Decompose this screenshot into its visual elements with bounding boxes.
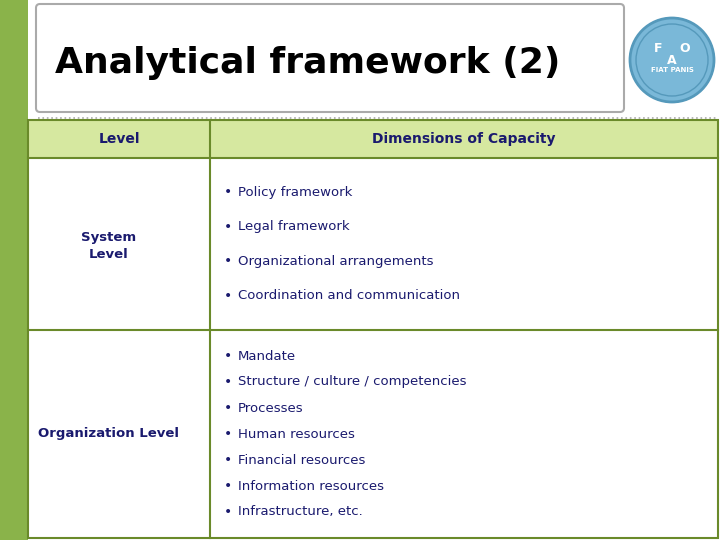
Text: F    O: F O xyxy=(654,42,690,55)
Text: •: • xyxy=(224,254,232,268)
Text: •: • xyxy=(224,185,232,199)
Text: Structure / culture / competencies: Structure / culture / competencies xyxy=(238,375,467,388)
Text: •: • xyxy=(224,505,232,519)
Text: Infrastructure, etc.: Infrastructure, etc. xyxy=(238,505,363,518)
Text: Coordination and communication: Coordination and communication xyxy=(238,289,460,302)
Text: Level: Level xyxy=(89,247,129,260)
Circle shape xyxy=(630,18,714,102)
Text: Dimensions of Capacity: Dimensions of Capacity xyxy=(372,132,556,146)
Text: FIAT PANIS: FIAT PANIS xyxy=(651,67,693,73)
Text: Information resources: Information resources xyxy=(238,480,384,492)
Text: •: • xyxy=(224,375,232,389)
Text: Policy framework: Policy framework xyxy=(238,186,352,199)
Text: Legal framework: Legal framework xyxy=(238,220,350,233)
Text: •: • xyxy=(224,220,232,234)
Text: •: • xyxy=(224,349,232,363)
Text: System: System xyxy=(81,232,137,245)
Text: •: • xyxy=(224,288,232,302)
Bar xyxy=(28,120,718,538)
Text: Processes: Processes xyxy=(238,402,304,415)
Text: Financial resources: Financial resources xyxy=(238,454,365,467)
Text: Human resources: Human resources xyxy=(238,428,355,441)
Text: •: • xyxy=(224,453,232,467)
Bar xyxy=(0,0,28,540)
Bar xyxy=(28,120,718,158)
Text: •: • xyxy=(224,427,232,441)
Text: Analytical framework (2): Analytical framework (2) xyxy=(55,46,560,80)
Text: Organization Level: Organization Level xyxy=(38,428,179,441)
Text: Organizational arrangements: Organizational arrangements xyxy=(238,255,433,268)
Text: A: A xyxy=(667,53,677,66)
Text: •: • xyxy=(224,479,232,493)
Text: Mandate: Mandate xyxy=(238,349,296,362)
Text: •: • xyxy=(224,401,232,415)
Text: Level: Level xyxy=(98,132,140,146)
